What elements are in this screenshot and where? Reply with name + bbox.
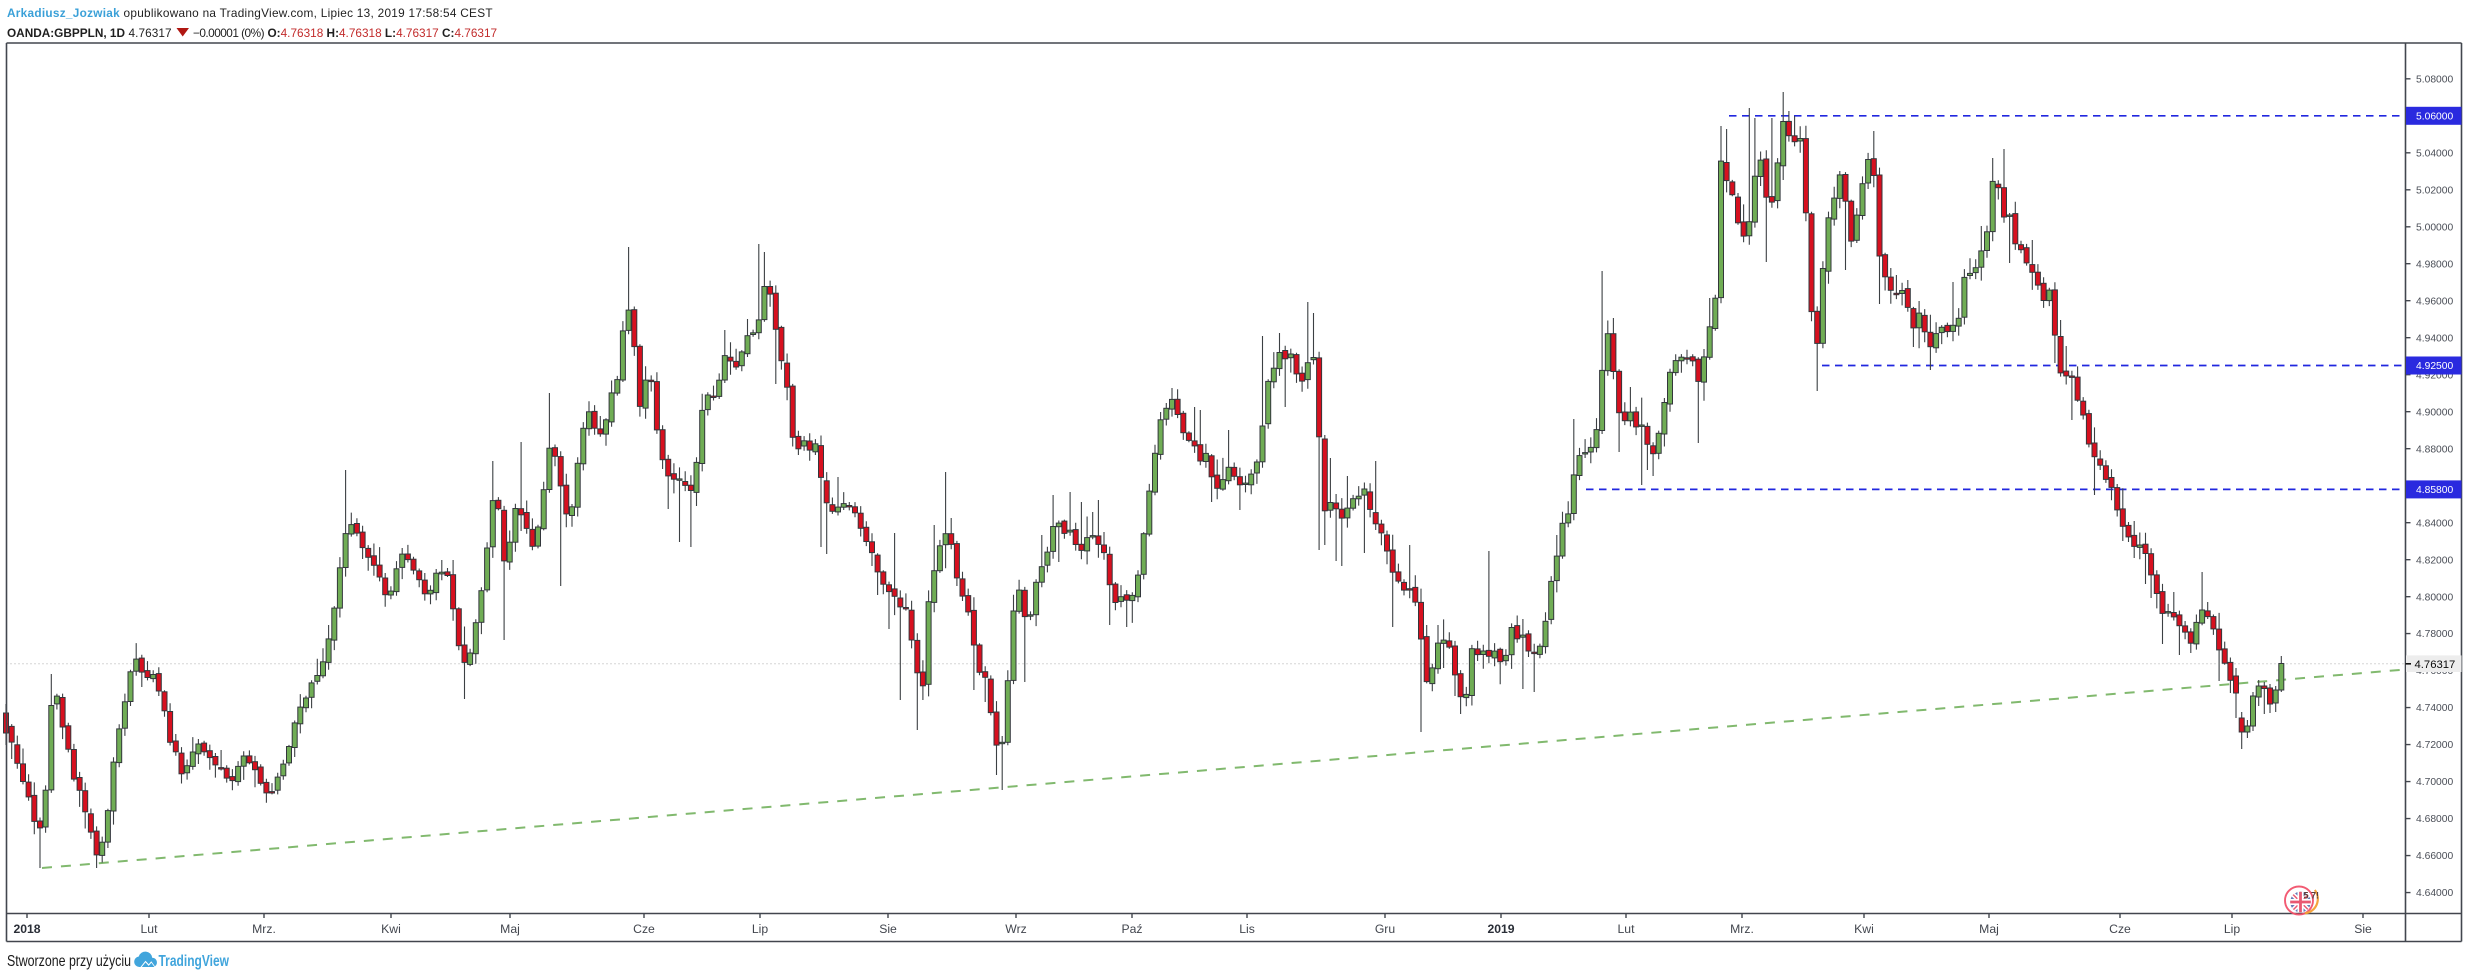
svg-text:O:4.76318 H:4.76318 L:4.76317: O:4.76318 H:4.76318 L:4.76317 C:4.76317 [268, 26, 498, 40]
svg-text:5.04000: 5.04000 [2416, 148, 2453, 159]
svg-text:Paź: Paź [1121, 922, 1142, 936]
svg-text:4.76317: 4.76317 [2415, 659, 2456, 671]
svg-text:4.80000: 4.80000 [2416, 592, 2453, 603]
svg-text:Lut: Lut [141, 922, 159, 936]
svg-text:4.85800: 4.85800 [2416, 485, 2453, 496]
svg-text:4.96000: 4.96000 [2416, 296, 2453, 307]
svg-text:4.82000: 4.82000 [2416, 555, 2453, 566]
svg-text:4.92000: 4.92000 [2416, 370, 2453, 381]
svg-text:4.64000: 4.64000 [2416, 888, 2453, 899]
svg-text:TradingView: TradingView [159, 953, 230, 970]
svg-text:4.66000: 4.66000 [2416, 851, 2453, 862]
svg-text:Kwi: Kwi [1854, 922, 1874, 936]
svg-text:5.06000: 5.06000 [2416, 111, 2453, 122]
svg-text:4.84000: 4.84000 [2416, 518, 2453, 529]
svg-text:4.88000: 4.88000 [2416, 444, 2453, 455]
svg-text:4.76317: 4.76317 [129, 26, 172, 40]
svg-text:4.70000: 4.70000 [2416, 777, 2453, 788]
svg-text:4.72000: 4.72000 [2416, 740, 2453, 751]
svg-text:4.94000: 4.94000 [2416, 333, 2453, 344]
svg-text:4.78000: 4.78000 [2416, 629, 2453, 640]
svg-text:Lut: Lut [1618, 922, 1636, 936]
svg-text:Mrz.: Mrz. [252, 922, 276, 936]
svg-text:5.08000: 5.08000 [2416, 74, 2453, 85]
svg-text:Gru: Gru [1375, 922, 1395, 936]
svg-text:Maj: Maj [1979, 922, 1999, 936]
svg-text:5.02000: 5.02000 [2416, 185, 2453, 196]
svg-text:Lip: Lip [752, 922, 768, 936]
svg-text:4.68000: 4.68000 [2416, 814, 2453, 825]
svg-text:Stworzone przy użyciu: Stworzone przy użyciu [7, 953, 131, 970]
svg-text:Cze: Cze [2109, 922, 2131, 936]
svg-text:Cze: Cze [633, 922, 655, 936]
svg-text:5 7!: 5 7! [2304, 891, 2320, 901]
svg-text:Maj: Maj [500, 922, 520, 936]
svg-text:Mrz.: Mrz. [1730, 922, 1754, 936]
svg-text:2019: 2019 [1487, 922, 1514, 936]
svg-text:Sie: Sie [2354, 922, 2372, 936]
svg-text:−0.00001 (0%): −0.00001 (0%) [193, 26, 265, 40]
svg-text:Lis: Lis [1239, 922, 1255, 936]
svg-text:2018: 2018 [13, 922, 40, 936]
svg-text:Wrz: Wrz [1005, 922, 1026, 936]
svg-text:​Arkadiusz_Jozwiak opublikowan: ​Arkadiusz_Jozwiak opublikowano na Tradi… [7, 6, 493, 20]
svg-text:4.98000: 4.98000 [2416, 259, 2453, 270]
svg-text:4.90000: 4.90000 [2416, 407, 2453, 418]
svg-text:4.74000: 4.74000 [2416, 703, 2453, 714]
svg-text:5.00000: 5.00000 [2416, 222, 2453, 233]
svg-text:4.92500: 4.92500 [2416, 361, 2453, 372]
svg-text:Kwi: Kwi [381, 922, 401, 936]
svg-text:OANDA:GBPPLN, 1D: OANDA:GBPPLN, 1D [7, 26, 125, 40]
svg-text:Lip: Lip [2224, 922, 2240, 936]
svg-text:Sie: Sie [879, 922, 897, 936]
